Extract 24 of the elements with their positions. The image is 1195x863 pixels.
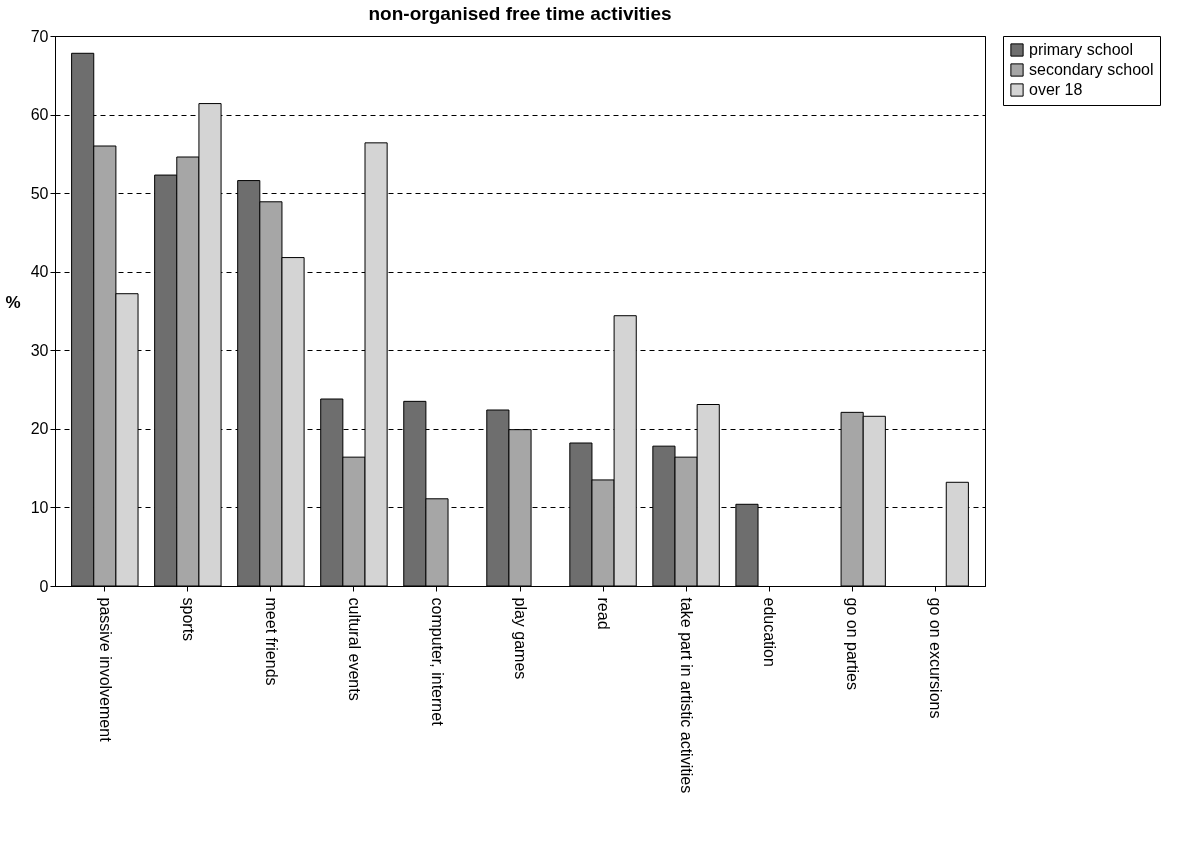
x-tick-label: take part in artistic activities [678,597,696,794]
x-tick-label: go on parties [844,597,862,691]
x-tick-label: cultural events [345,597,363,701]
x-tick-label: education [761,597,779,667]
x-tick-label: passive involvement [96,597,114,743]
y-tick-label: 10 [30,498,49,516]
y-axis-title: % [5,292,21,312]
chart-title: non-organised free time activities [368,3,672,24]
y-tick-label: 50 [30,184,49,202]
y-tick-label: 60 [30,106,49,124]
y-tick-label: 30 [30,341,49,359]
x-tick-label: meet friends [262,597,280,686]
x-tick-label: read [595,597,613,630]
legend-label: over 18 [1029,81,1083,98]
x-tick-label: play games [512,597,529,680]
y-tick-label: 70 [30,27,49,45]
legend-label: primary school [1029,41,1134,58]
x-tick-label: computer, internet [428,597,446,727]
y-tick-label: 40 [30,263,49,281]
y-tick-label: 20 [30,420,49,438]
y-tick-label: 0 [39,577,49,595]
legend-label: secondary school [1029,61,1154,78]
x-tick-label: go on excursions [927,597,945,719]
x-tick-label: sports [179,597,197,642]
